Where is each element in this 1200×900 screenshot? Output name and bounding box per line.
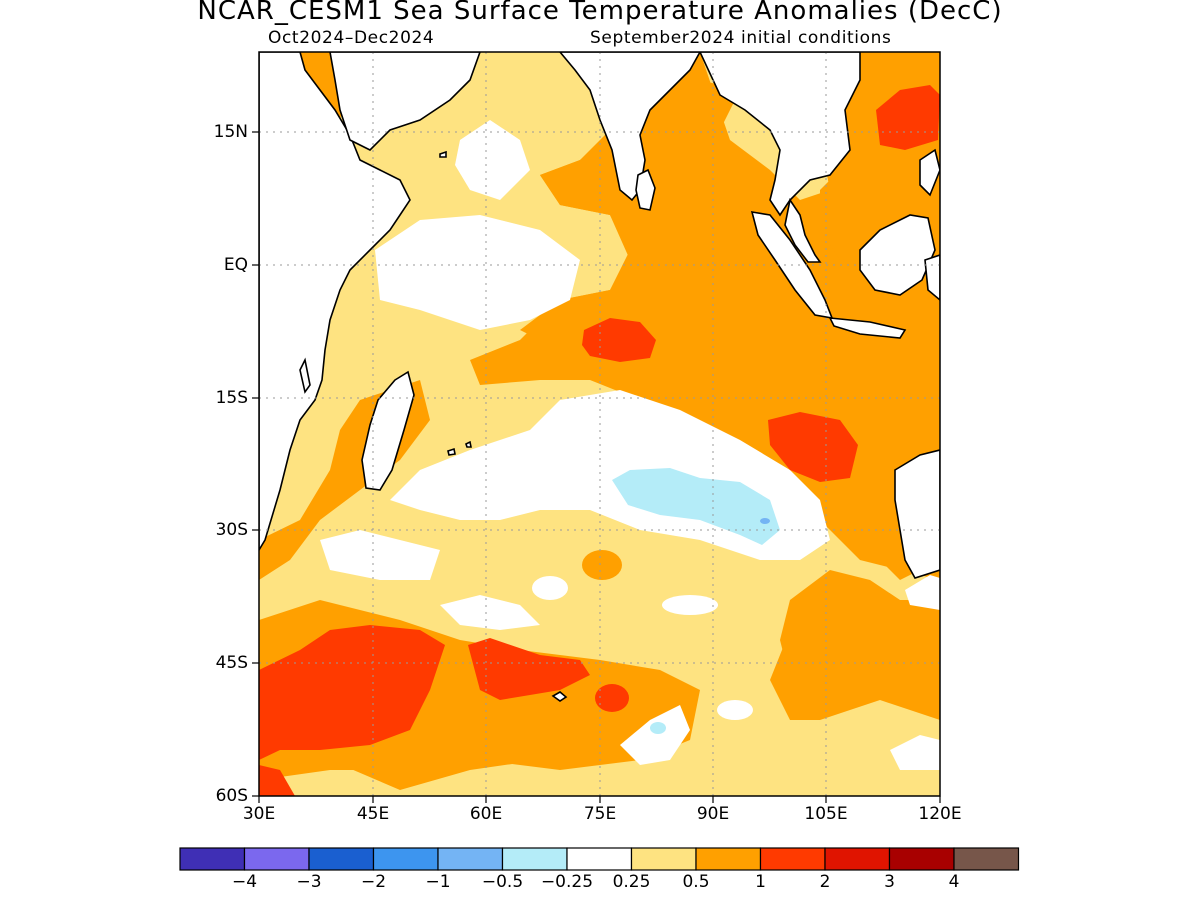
lat-label-60s: 60S bbox=[215, 786, 248, 806]
anomaly-red-south-central bbox=[468, 638, 590, 700]
lon-label-90e: 90E bbox=[696, 804, 730, 824]
reunion bbox=[465, 440, 472, 448]
colorbar-swatch bbox=[243, 847, 310, 871]
lon-label-60e: 60E bbox=[469, 804, 503, 824]
anomaly-red-southwest bbox=[259, 625, 445, 760]
colorbar-label: 4 bbox=[948, 872, 960, 892]
philippines bbox=[919, 148, 940, 197]
indochina-landmass bbox=[699, 52, 861, 217]
lat-label-eq: EQ bbox=[223, 255, 248, 275]
colorbar-swatch bbox=[695, 847, 762, 871]
landmasses bbox=[259, 52, 940, 702]
lat-label-30s: 30S bbox=[215, 520, 248, 540]
colorbar-swatch bbox=[437, 847, 504, 871]
sst-anomaly-field bbox=[259, 52, 940, 796]
colorbar-label: −4 bbox=[231, 872, 258, 892]
anomaly-white-patch-1 bbox=[532, 576, 568, 600]
socotra bbox=[439, 150, 447, 158]
anomaly-red-southeast bbox=[768, 412, 858, 482]
kerguelen-island bbox=[551, 691, 568, 702]
map-title: NCAR_CESM1 Sea Surface Temperature Anoma… bbox=[197, 0, 1003, 26]
anomaly-white-southwest bbox=[320, 530, 440, 580]
graticule bbox=[259, 52, 940, 796]
lat-label-15n: 15N bbox=[213, 122, 248, 142]
java bbox=[828, 317, 907, 339]
lon-label-120e: 120E bbox=[918, 804, 962, 824]
colorbar-swatch bbox=[953, 847, 1020, 871]
colorbar-swatch bbox=[501, 847, 568, 871]
colorbar-label: −0.25 bbox=[540, 872, 594, 892]
colorbar-label: 3 bbox=[884, 872, 895, 892]
colorbar-swatch bbox=[308, 847, 375, 871]
lon-label-75e: 75E bbox=[583, 804, 617, 824]
anomaly-cyan-small bbox=[650, 722, 666, 734]
africa-landmass bbox=[259, 52, 411, 552]
australia-landmass bbox=[894, 449, 940, 579]
axis-ticks bbox=[252, 131, 941, 803]
lat-label-15s: 15S bbox=[215, 388, 248, 408]
anomaly-white-equatorial-west bbox=[375, 215, 580, 330]
colorbar-label: −2 bbox=[360, 872, 387, 892]
anomaly-white-patch-3 bbox=[717, 700, 753, 720]
colorbar-label: 1 bbox=[755, 872, 766, 892]
anomaly-white-south-band bbox=[440, 595, 540, 630]
colorbar-swatch bbox=[630, 847, 697, 871]
sri-lanka bbox=[635, 168, 656, 211]
malay-peninsula bbox=[784, 197, 822, 263]
initial-conditions: September2024 initial conditions bbox=[590, 28, 892, 48]
forecast-period: Oct2024–Dec2024 bbox=[268, 28, 435, 48]
arabia-landmass bbox=[329, 52, 481, 151]
lat-label-45s: 45S bbox=[215, 653, 248, 673]
colorbar-swatch bbox=[566, 847, 633, 871]
colorbar-label: −0.5 bbox=[481, 872, 524, 892]
colorbar-label: 2 bbox=[819, 872, 831, 892]
anomaly-cyan-south-central bbox=[612, 468, 780, 545]
colorbar-label: 0.5 bbox=[682, 872, 710, 892]
colorbar-swatch bbox=[888, 847, 955, 871]
colorbar-label: 0.25 bbox=[612, 872, 651, 892]
anomaly-orange-small-patch bbox=[582, 550, 622, 580]
anomaly-white-southeast bbox=[890, 735, 940, 770]
anomaly-red-scs bbox=[876, 85, 940, 150]
anomaly-white-south-1 bbox=[620, 705, 690, 765]
anomaly-white-patch-2 bbox=[662, 595, 718, 615]
lon-label-105e: 105E bbox=[804, 804, 848, 824]
anomaly-red-southwest-corner bbox=[259, 765, 295, 796]
anomaly-red-central-equatorial bbox=[582, 318, 656, 362]
colorbar-swatch bbox=[179, 847, 246, 871]
anomaly-orange-southeast bbox=[780, 570, 940, 700]
anomaly-white-arabian bbox=[455, 120, 530, 200]
lon-label-30e: 30E bbox=[242, 804, 276, 824]
anomaly-white-east bbox=[905, 575, 940, 610]
colorbar-swatch bbox=[372, 847, 439, 871]
colorbar-label: −3 bbox=[296, 872, 322, 892]
sulawesi bbox=[924, 254, 940, 302]
colorbar-label: −1 bbox=[425, 872, 451, 892]
colorbar-swatch bbox=[759, 847, 826, 871]
lon-label-45e: 45E bbox=[356, 804, 390, 824]
colorbar bbox=[179, 847, 1020, 871]
mauritius bbox=[447, 447, 456, 456]
anomaly-red-patch-south bbox=[595, 684, 629, 712]
colorbar-swatch bbox=[824, 847, 891, 871]
comoros bbox=[299, 357, 311, 394]
anomaly-blue-speck bbox=[760, 518, 770, 524]
